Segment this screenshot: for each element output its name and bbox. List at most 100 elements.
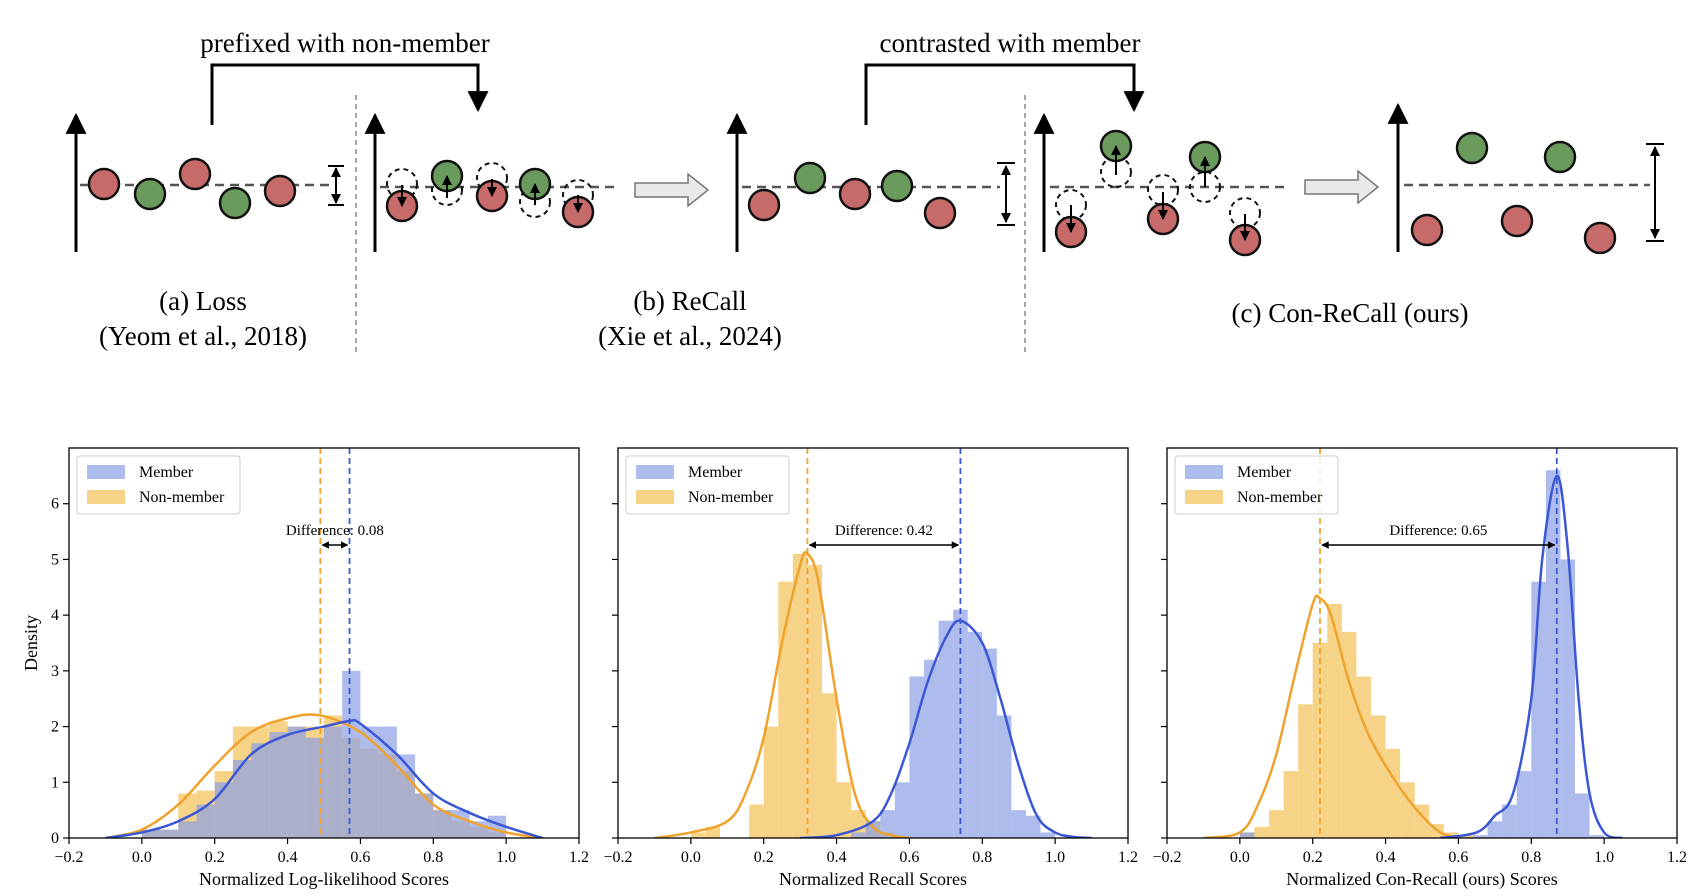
nonmember-bar <box>1269 810 1284 838</box>
x-tick-label: 1.2 <box>1667 849 1687 866</box>
y-tick-label: 2 <box>51 719 59 736</box>
bracket-arrow-prefixed <box>210 63 489 125</box>
member-bar <box>360 726 379 838</box>
member-bar <box>251 743 270 838</box>
legend-nonmember-label: Non-member <box>1237 489 1323 506</box>
x-tick-label: 0.4 <box>278 849 298 866</box>
x-tick-label: 1.0 <box>496 849 516 866</box>
top-illustration: prefixed with non-member contrasted with… <box>65 28 1664 355</box>
member-bar <box>924 659 939 838</box>
nonmember-kde-line <box>654 550 910 838</box>
legend-member-swatch <box>1185 465 1223 479</box>
caption-recall-cite: (Xie et al., 2024) <box>598 321 782 351</box>
member-bar <box>160 829 179 838</box>
x-tick-label: 0.8 <box>1521 849 1541 866</box>
member-circle <box>1455 131 1489 165</box>
nonmember-circle <box>747 188 781 222</box>
member-bar <box>378 726 397 838</box>
member-bar <box>178 821 197 838</box>
member-bar <box>269 732 288 838</box>
transition-arrow-icon <box>634 172 710 208</box>
nonmember-bar <box>763 726 779 838</box>
caption-loss-cite: (Yeom et al., 2018) <box>99 321 307 351</box>
nonmember-bar <box>1458 835 1473 838</box>
legend-member-label: Member <box>688 464 743 481</box>
x-tick-label: 0.2 <box>1303 849 1323 866</box>
chart-panel-2: Difference: 0.42 −0.2 0.0 0.2 0.4 0.6 0.8 1.0 1.… <box>603 447 1138 889</box>
member-bar <box>909 676 924 838</box>
x-tick-label: 0.2 <box>205 849 225 866</box>
member-bar <box>1026 815 1041 838</box>
member-bar <box>938 620 954 838</box>
nonmember-kde-line <box>1203 594 1459 838</box>
y-axis-label: Density <box>21 615 41 671</box>
nonmember-bar <box>1327 604 1342 838</box>
axes-frame <box>68 447 580 839</box>
nonmember-bar <box>690 832 706 838</box>
nonmember-bar <box>1341 631 1357 838</box>
nonmember-kde-line <box>105 713 543 838</box>
chart-panel-1: Difference: 0.08 −0.2 0.0 0.2 0.4 0.6 0.8 1.0 1.… <box>21 447 589 889</box>
nonmember-bar <box>1283 771 1299 838</box>
nonmember-circle <box>838 177 872 211</box>
legend-member-label: Member <box>139 464 194 481</box>
nonmember-circle <box>1500 204 1534 238</box>
y-tick-label: 0 <box>51 830 59 847</box>
x-tick-label: 0.0 <box>681 849 701 866</box>
member-bar <box>324 726 343 838</box>
x-tick-label: 0.6 <box>1448 849 1468 866</box>
nonmember-bar <box>1298 704 1313 838</box>
member-bar <box>996 715 1012 838</box>
arrow-label-contrasted: contrasted with member <box>880 28 1141 58</box>
legend-member-swatch <box>87 465 125 479</box>
x-tick-label: 0.0 <box>1230 849 1250 866</box>
member-bar <box>287 726 306 838</box>
x-tick-label: 0.6 <box>350 849 370 866</box>
plot-area <box>654 448 1092 838</box>
x-tick-label: 0.2 <box>754 849 774 866</box>
nonmember-circle <box>178 157 212 191</box>
chart-panel-3: Difference: 0.65 −0.2 0.0 0.2 0.4 0.6 0.8 1.0 1.… <box>1152 447 1687 890</box>
x-axis-label: Normalized Recall Scores <box>779 869 967 889</box>
legend-member-swatch <box>636 465 674 479</box>
member-bar <box>1502 804 1517 838</box>
nonmember-bar <box>705 826 720 838</box>
member-bar <box>894 782 910 838</box>
member-bar <box>880 810 895 838</box>
nonmember-bar <box>792 553 808 838</box>
caption-conrecall: (c) Con-ReCall (ours) <box>1232 298 1469 328</box>
member-bar <box>1239 832 1255 838</box>
member-bar <box>415 793 434 838</box>
member-kde-line <box>1440 474 1623 838</box>
member-bar <box>1487 821 1503 838</box>
axes-frame <box>617 447 1129 839</box>
x-axis-label: Normalized Con-Recall (ours) Scores <box>1286 869 1557 890</box>
nonmember-circle <box>1583 221 1617 255</box>
transition-arrow-icon <box>1304 169 1380 205</box>
legend-nonmember-swatch <box>636 490 674 504</box>
bracket-arrow-contrasted <box>864 63 1145 125</box>
caption-loss: (a) Loss <box>159 286 247 316</box>
plot-area <box>1203 448 1623 838</box>
nonmember-circle <box>1410 213 1444 247</box>
x-tick-label: 1.2 <box>1118 849 1138 866</box>
x-tick-label: −0.2 <box>1152 849 1181 866</box>
arrow-label-prefixed: prefixed with non-member <box>200 28 489 58</box>
member-circle <box>218 186 252 220</box>
member-bar <box>305 737 324 838</box>
nonmember-bar <box>836 782 852 838</box>
x-tick-label: 1.2 <box>569 849 589 866</box>
member-bar <box>851 832 866 838</box>
x-tick-label: −0.2 <box>54 849 83 866</box>
member-bar <box>1040 832 1056 838</box>
member-bar <box>141 829 161 838</box>
legend-nonmember-swatch <box>1185 490 1223 504</box>
member-bar <box>865 821 881 838</box>
nonmember-bar <box>1254 826 1269 838</box>
x-axis-label: Normalized Log-likelihood Scores <box>199 869 449 889</box>
y-tick-label: 6 <box>51 496 59 513</box>
x-tick-label: 1.0 <box>1045 849 1065 866</box>
member-bar <box>982 648 997 838</box>
legend-nonmember-swatch <box>87 490 125 504</box>
nonmember-bar <box>749 804 764 838</box>
